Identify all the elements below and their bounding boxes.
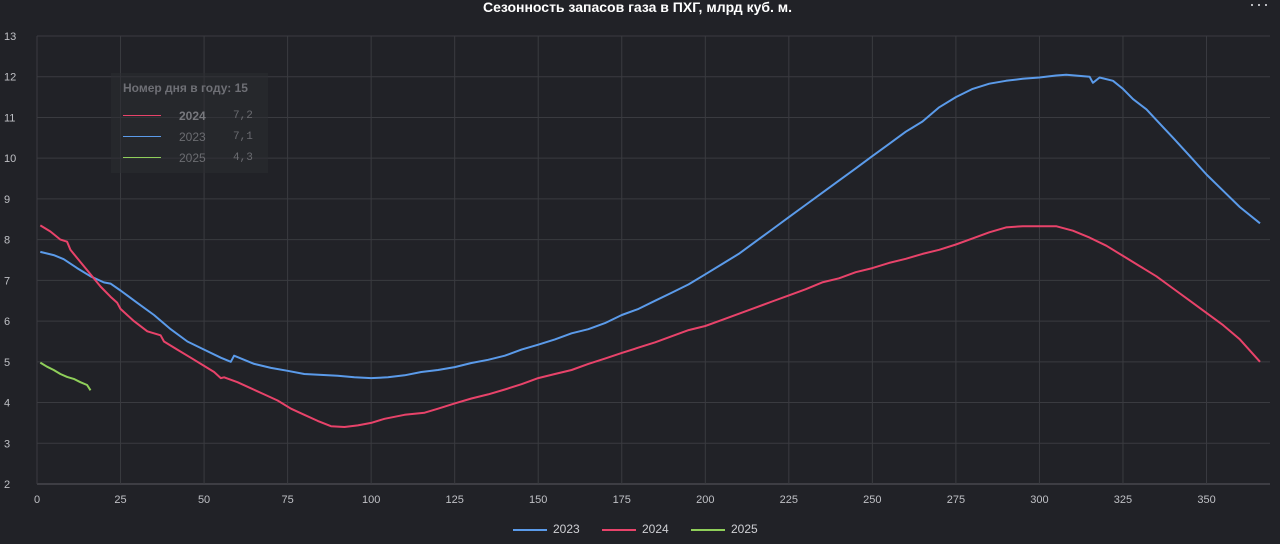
tooltip-row-2025: 2025 4,3 [123,151,263,165]
series-line-2024[interactable] [39,224,1261,428]
legend-label: 2023 [553,522,580,536]
x-tick-label: 350 [1197,494,1215,506]
x-tick-label: 125 [446,494,464,506]
series-line-2025[interactable] [39,361,92,391]
series-lines [39,73,1261,428]
chart-legend: 2023 2024 2025 [0,521,1280,539]
chart-menu-icon[interactable]: ··· [1249,0,1270,14]
tooltip-row-2024: 2024 7,2 [123,109,263,123]
tooltip-title: Номер дня в году: 15 [123,81,248,95]
x-tick-label: 50 [198,494,210,506]
x-tick-label: 275 [947,494,965,506]
tooltip: Номер дня в году: 15 2024 7,2 2023 7,1 2… [111,73,268,173]
x-tick-label: 0 [34,494,40,506]
x-tick-label: 75 [281,494,293,506]
legend-swatch [513,529,547,531]
x-tick-label: 175 [613,494,631,506]
tooltip-series-name: 2023 [179,130,206,144]
y-tick-label: 8 [4,235,10,247]
y-tick-label: 11 [4,112,15,124]
chart-title: Сезонность запасов газа в ПХГ, млрд куб.… [482,0,793,15]
tooltip-row-2023: 2023 7,1 [123,130,263,144]
legend-swatch [691,529,725,531]
y-axis-labels: 2 3 4 5 6 7 8 9 10 11 12 13 [4,31,16,491]
x-tick-label: 25 [114,494,126,506]
series-line-2023[interactable] [40,73,1261,380]
tooltip-swatch [123,157,161,158]
y-tick-label: 3 [4,438,10,450]
x-tick-label: 100 [362,494,380,506]
tooltip-swatch [123,136,161,137]
tooltip-swatch [123,115,161,116]
x-tick-label: 325 [1114,494,1132,506]
y-tick-label: 2 [4,479,10,491]
y-tick-label: 6 [4,316,10,328]
x-axis-labels: 0 25 50 75 100 125 150 175 200 225 250 275 300 325 350 [34,494,1216,506]
tooltip-series-value: 7,2 [233,110,253,122]
y-tick-label: 5 [4,357,10,369]
y-tick-label: 9 [4,194,10,206]
y-tick-label: 10 [4,153,16,165]
legend-swatch [602,529,636,531]
tooltip-series-value: 4,3 [233,152,253,164]
y-tick-label: 4 [4,398,10,410]
x-tick-label: 225 [780,494,798,506]
y-tick-label: 12 [4,72,16,84]
legend-label: 2025 [731,522,758,536]
tooltip-series-name: 2024 [179,109,206,123]
legend-label: 2024 [642,522,669,536]
tooltip-series-value: 7,1 [233,131,253,143]
x-tick-label: 200 [696,494,714,506]
y-tick-label: 13 [4,31,16,43]
x-tick-label: 250 [863,494,881,506]
tooltip-series-name: 2025 [179,151,206,165]
x-tick-label: 150 [529,494,547,506]
y-tick-label: 7 [4,275,10,287]
x-tick-label: 300 [1030,494,1048,506]
